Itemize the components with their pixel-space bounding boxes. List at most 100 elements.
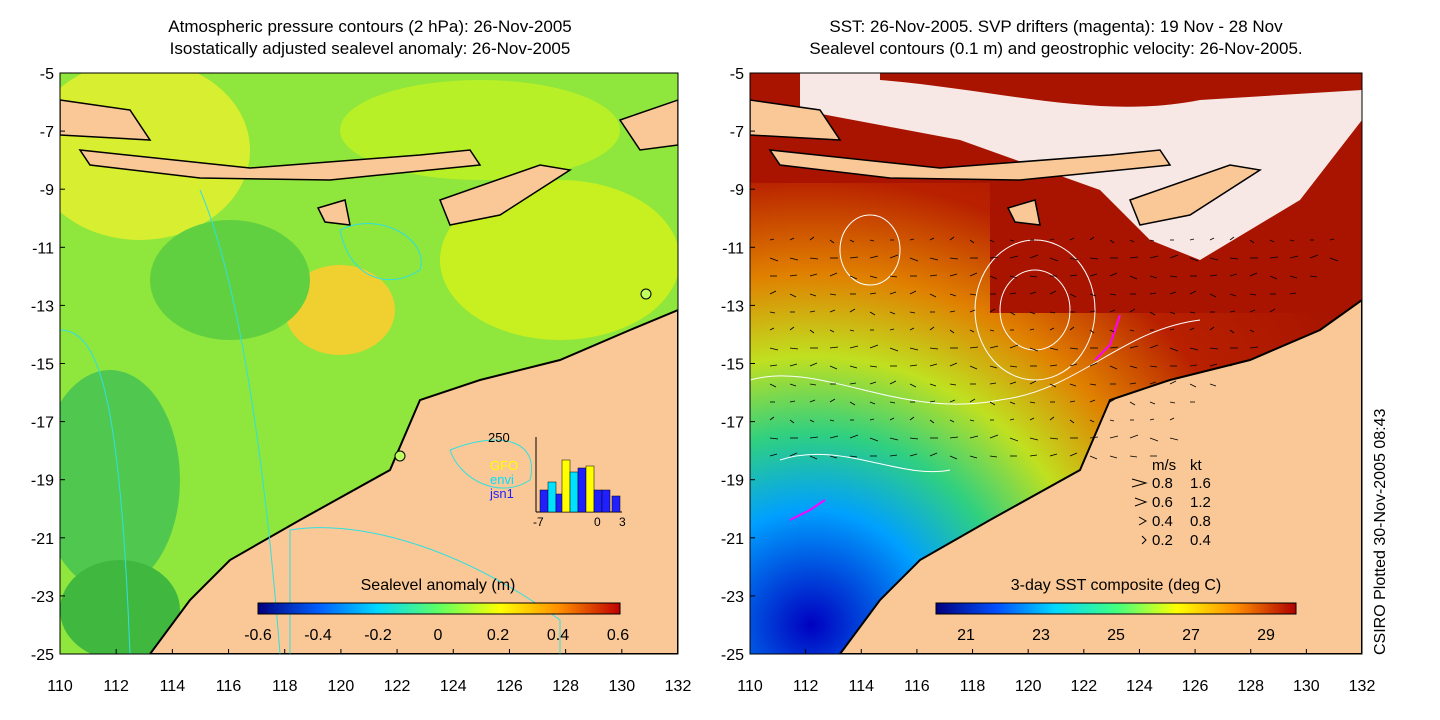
velocity-arrow	[1009, 437, 1019, 442]
colorbar-tick-label: 21	[957, 627, 975, 644]
velocity-arrow	[809, 383, 817, 386]
velocity-arrow	[949, 293, 957, 297]
velocity-arrow	[989, 345, 999, 349]
velocity-arrow	[1009, 381, 1017, 385]
y-tick-label: -19	[721, 473, 744, 490]
velocity-arrow	[769, 311, 776, 314]
velocity-arrow	[849, 434, 859, 439]
y-tick-label: -19	[31, 473, 54, 490]
velocity-arrow	[1109, 365, 1118, 370]
y-tick-label: -7	[40, 124, 54, 141]
nusa-tenggara-land	[78, 149, 482, 181]
left-title: Atmospheric pressure contours (2 hPa): 2…	[60, 16, 680, 60]
velocity-arrow	[1009, 365, 1018, 368]
inset-bars	[539, 459, 621, 513]
velocity-arrow	[929, 257, 939, 261]
velocity-arrow	[1169, 380, 1177, 385]
velocity-arrow	[1109, 346, 1119, 349]
velocity-arrow	[1189, 364, 1198, 367]
velocity-arrow	[1129, 239, 1135, 243]
velocity-arrow	[869, 381, 877, 385]
velocity-arrow	[1209, 383, 1217, 387]
velocity-arrow	[969, 329, 975, 333]
velocity-arrow	[1269, 275, 1278, 280]
velocity-legend-ms: 0.6	[1152, 494, 1173, 511]
velocity-arrow	[1109, 329, 1115, 333]
velocity-arrow	[989, 329, 995, 332]
sumba-land	[316, 199, 351, 226]
inset-bar	[547, 481, 557, 513]
velocity-arrow	[1229, 257, 1239, 260]
velocity-legend-arrow	[1134, 497, 1148, 507]
velocity-arrow	[1229, 310, 1236, 313]
velocity-arrow	[1049, 257, 1059, 262]
velocity-arrow	[969, 455, 978, 459]
velocity-arrow	[1249, 293, 1257, 296]
velocity-arrow	[909, 311, 916, 314]
velocity-arrow	[1209, 237, 1215, 241]
right-map	[750, 73, 1362, 654]
velocity-arrow	[909, 238, 915, 241]
velocity-arrow	[1149, 275, 1158, 279]
velocity-arrow	[889, 347, 899, 352]
velocity-arrow	[1269, 308, 1276, 313]
inset-bar	[593, 489, 603, 513]
velocity-arrow	[809, 362, 818, 367]
colorbar-tick-label: -0.6	[244, 627, 272, 644]
velocity-arrow	[849, 329, 855, 332]
velocity-arrow	[929, 237, 935, 241]
x-tick-label: 110	[47, 678, 73, 695]
colorbar-tick-label: 0.4	[547, 627, 569, 644]
java-land	[60, 99, 152, 141]
velocity-arrow	[849, 345, 859, 349]
x-tick-label: 110	[737, 678, 763, 695]
velocity-arrow	[829, 435, 839, 439]
x-tick-label: 112	[793, 678, 819, 695]
velocity-arrow	[1149, 418, 1155, 421]
velocity-arrow	[849, 382, 857, 385]
velocity-arrow	[1049, 437, 1059, 440]
velocity-arrow	[809, 455, 818, 460]
velocity-arrow	[829, 365, 838, 370]
left-title-line2: Isostatically adjusted sealevel anomaly:…	[169, 39, 571, 58]
velocity-arrow	[1209, 363, 1218, 367]
velocity-arrow	[1229, 273, 1238, 277]
velocity-arrow	[1089, 310, 1096, 313]
drifter-track	[1094, 314, 1121, 361]
velocity-arrow	[949, 362, 958, 367]
x-tick-label: 132	[1349, 678, 1376, 695]
velocity-arrow	[1129, 382, 1137, 385]
velocity-arrow	[1029, 380, 1037, 385]
y-tick-label: -9	[730, 182, 744, 199]
velocity-arrow	[789, 326, 795, 331]
velocity-arrow	[1109, 455, 1118, 459]
velocity-arrow	[1049, 416, 1055, 421]
velocity-arrow	[1029, 291, 1037, 295]
velocity-arrow	[1169, 401, 1176, 404]
altimeter-inset: 250 GFO envi jsn1 -7 0 3	[488, 430, 626, 529]
x-tick-label: 124	[440, 678, 467, 695]
velocity-arrow	[1049, 327, 1055, 331]
velocity-arrow	[989, 256, 999, 259]
velocity-arrow	[1089, 257, 1099, 260]
x-tick-label: 122	[1070, 678, 1097, 695]
inset-legend-gfo: GFO	[490, 458, 518, 473]
velocity-legend-kt: 1.2	[1190, 494, 1211, 511]
velocity-arrow	[849, 308, 856, 313]
velocity-arrow	[769, 364, 778, 367]
velocity-arrow	[1189, 383, 1197, 388]
velocity-legend-arrow	[1141, 535, 1147, 545]
velocity-arrow	[1169, 328, 1175, 331]
velocity-arrow	[1149, 401, 1156, 405]
right-colorbar-label: 3-day SST composite (deg C)	[1011, 577, 1221, 594]
left-colorbar-label: Sealevel anomaly (m)	[361, 577, 516, 594]
anomaly-blob	[440, 180, 678, 340]
station-marker	[394, 450, 406, 462]
velocity-arrow	[969, 435, 979, 439]
velocity-arrow	[829, 346, 839, 349]
velocity-arrow	[1049, 238, 1055, 241]
velocity-arrow	[1029, 454, 1038, 457]
velocity-arrow	[1329, 238, 1335, 241]
velocity-arrow	[1129, 455, 1138, 458]
